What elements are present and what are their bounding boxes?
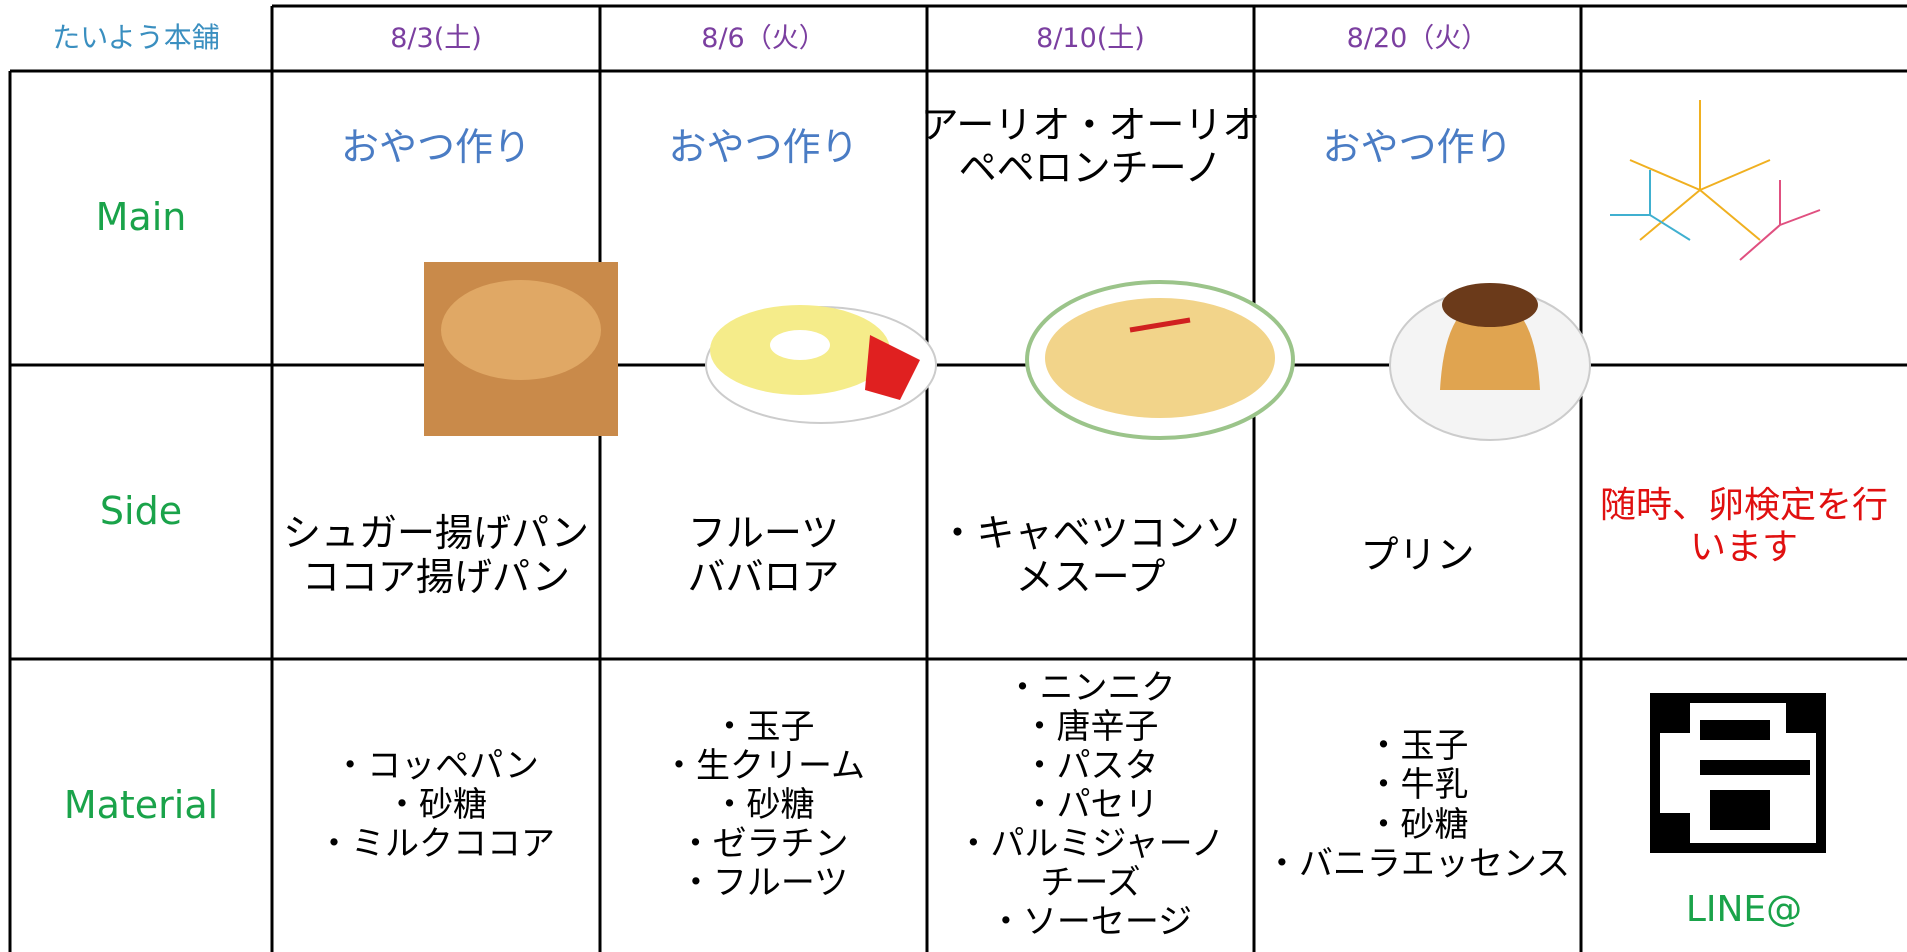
qr-code <box>1650 693 1826 853</box>
cell: フルーツ ババロア <box>600 453 927 659</box>
cell: ・コッペパン ・砂糖 ・ミルクココア <box>272 659 600 952</box>
text-line: 8/10(土) <box>1036 22 1145 54</box>
text-line: おやつ作り <box>668 124 859 169</box>
text-line: 8/6（火） <box>701 22 826 54</box>
text-line: アーリオ・オーリオ <box>920 102 1261 147</box>
date: 8/6（火） <box>600 6 927 71</box>
text-line: ・生クリーム <box>662 745 865 786</box>
cell: シュガー揚げパン ココア揚げパン <box>272 453 600 659</box>
date: 8/20（火） <box>1254 6 1581 71</box>
cell: アーリオ・オーリオ ペペロンチーノ <box>921 71 1261 224</box>
row-label: Material <box>10 659 272 952</box>
cell: おやつ作り <box>272 71 600 224</box>
text-line: ・ニンニク <box>1005 667 1176 708</box>
text-line: 8/3(土) <box>390 22 482 54</box>
text-line: ・ソーセージ <box>988 902 1193 943</box>
text-line: Material <box>63 782 219 827</box>
text-line: ・砂糖 <box>1366 804 1469 845</box>
text-line: ・砂糖 <box>712 784 815 825</box>
text-line: ペペロンチーノ <box>958 146 1223 191</box>
text-line: ・パスタ <box>1022 745 1159 786</box>
text-line: ・コッペパン <box>333 745 539 786</box>
text-line: ・玉子 <box>1366 726 1469 767</box>
text-line: ・パルミジャーノ <box>956 824 1225 865</box>
text-line: ・ミルクココア <box>317 824 555 865</box>
date: 8/10(土) <box>927 6 1254 71</box>
text-line: ババロア <box>687 555 840 600</box>
qr-label: LINE@ <box>1581 870 1907 950</box>
text-line: ・バニラエッセンス <box>1264 843 1571 884</box>
text-line: ・ゼラチン <box>678 824 849 865</box>
text-line: Main <box>95 195 187 240</box>
notice: 随時、卵検定を行 います <box>1581 453 1907 600</box>
text-line: います <box>1689 526 1798 568</box>
text-line: プリン <box>1360 533 1475 578</box>
cell: おやつ作り <box>1254 71 1581 224</box>
text-line: ・パセリ <box>1022 784 1159 825</box>
text-line: 8/20（火） <box>1346 22 1489 54</box>
text-line: Side <box>99 489 183 534</box>
text-line: ・キャベツコンソ <box>938 511 1243 556</box>
text-line: シュガー揚げパン <box>283 511 589 556</box>
cell: おやつ作り <box>600 71 927 224</box>
cell: プリン <box>1254 453 1581 659</box>
cell: ・ニンニク ・唐辛子 ・パスタ ・パセリ ・パルミジャーノ チーズ ・ソーセージ <box>927 659 1254 952</box>
text-line: ・牛乳 <box>1366 765 1469 806</box>
text-line: ココア揚げパン <box>302 555 570 600</box>
text-line: 随時、卵検定を行 <box>1599 485 1888 527</box>
text-line: フルーツ <box>687 511 840 556</box>
text-line: チーズ <box>1040 863 1141 904</box>
text-line: メスープ <box>1015 555 1166 600</box>
row-label: Side <box>10 365 272 659</box>
logo: たいよう本舗 <box>0 6 272 71</box>
text-line: LINE@ <box>1685 889 1803 931</box>
cell: ・キャベツコンソ メスープ <box>927 453 1254 659</box>
row-label: Main <box>10 71 272 365</box>
text-line: おやつ作り <box>1322 124 1513 169</box>
text-line: ・唐辛子 <box>1022 706 1159 747</box>
text-line: たいよう本舗 <box>52 21 220 55</box>
text-line: ・砂糖 <box>385 784 487 825</box>
date: 8/3(土) <box>272 6 600 71</box>
text-line: ・フルーツ <box>678 863 849 904</box>
fireworks <box>1610 100 1821 261</box>
cell: ・玉子 ・牛乳 ・砂糖 ・バニラエッセンス <box>1254 659 1581 952</box>
cell: ・玉子 ・生クリーム ・砂糖 ・ゼラチン ・フルーツ <box>600 659 927 952</box>
food-images <box>424 262 1591 441</box>
text-line: おやつ作り <box>340 124 531 169</box>
text-line: ・玉子 <box>712 706 815 747</box>
